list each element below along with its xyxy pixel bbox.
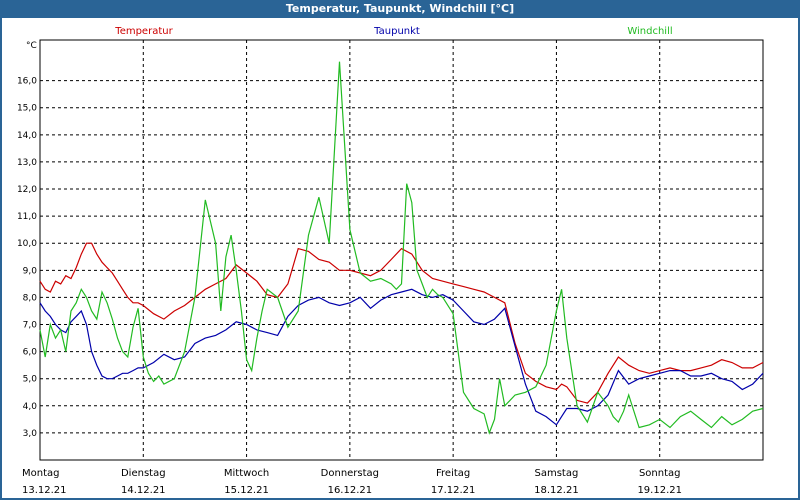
x-day-labels: Montag 13.12.21 Dienstag 14.12.21 Mittwoch 15… bbox=[22, 468, 682, 496]
x-date-label: 19.12.21 bbox=[637, 485, 682, 496]
y-tick-label: 6,0 bbox=[23, 348, 38, 358]
x-date-label: 17.12.21 bbox=[431, 485, 476, 496]
y-tick-label: 9,0 bbox=[23, 266, 38, 276]
window-frame-bottom bbox=[0, 498, 800, 500]
y-tick-label: 11,0 bbox=[17, 212, 37, 222]
x-day-label: Dienstag bbox=[121, 468, 166, 479]
window-title: Temperatur, Taupunkt, Windchill [°C] bbox=[0, 0, 800, 18]
y-tick-label: 4,0 bbox=[23, 402, 38, 412]
x-day-label: Samstag bbox=[535, 468, 579, 479]
y-tick-label: 16,0 bbox=[17, 77, 37, 87]
window-frame-right bbox=[798, 18, 800, 500]
x-day-label: Mittwoch bbox=[224, 468, 269, 479]
y-tick-labels: 3,0 4,0 5,0 6,0 7,0 8,0 9,0 10,0 11,0 12,0 13,0 14,… bbox=[17, 77, 37, 439]
y-tick-label: 12,0 bbox=[17, 185, 37, 195]
grid-lines bbox=[40, 40, 763, 460]
x-day-label: Freitag bbox=[436, 468, 470, 479]
y-tick-label: 5,0 bbox=[23, 375, 38, 385]
x-date-label: 14.12.21 bbox=[121, 485, 166, 496]
x-date-label: 18.12.21 bbox=[534, 485, 579, 496]
x-day-label: Montag bbox=[22, 468, 59, 479]
x-date-label: 16.12.21 bbox=[328, 485, 373, 496]
x-date-label: 15.12.21 bbox=[224, 485, 269, 496]
plot-area-border bbox=[39, 39, 764, 461]
y-tick-label: 3,0 bbox=[23, 429, 38, 439]
legend-windchill: Windchill bbox=[627, 26, 672, 37]
x-day-label: Donnerstag bbox=[321, 468, 379, 479]
x-date-label: 13.12.21 bbox=[22, 485, 67, 496]
series-line-windchill bbox=[39, 61, 764, 435]
y-axis-unit-label: °C bbox=[26, 41, 37, 51]
series-line-temperatur bbox=[39, 242, 764, 404]
series-line-taupunkt bbox=[39, 288, 764, 426]
x-day-label: Sonntag bbox=[639, 468, 681, 479]
y-tick-label: 13,0 bbox=[17, 158, 37, 168]
y-tick-label: 7,0 bbox=[23, 321, 38, 331]
window-frame-left bbox=[0, 18, 2, 500]
legend-temperatur: Temperatur bbox=[114, 26, 173, 37]
y-tick-label: 15,0 bbox=[17, 104, 37, 114]
series-layer bbox=[39, 61, 764, 435]
y-tick-label: 10,0 bbox=[17, 239, 37, 249]
legend-taupunkt: Taupunkt bbox=[373, 26, 420, 37]
y-tick-label: 14,0 bbox=[17, 131, 37, 141]
y-tick-label: 8,0 bbox=[23, 293, 38, 303]
